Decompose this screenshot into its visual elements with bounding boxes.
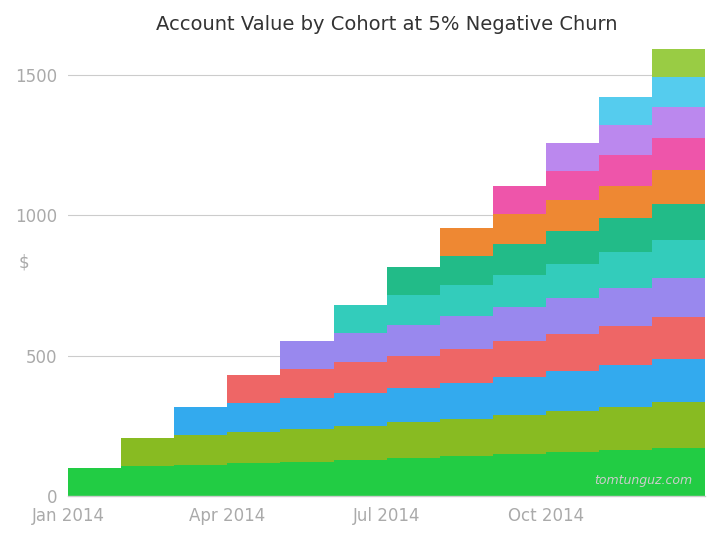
Y-axis label: $: $ [18,253,29,271]
Title: Account Value by Cohort at 5% Negative Churn: Account Value by Cohort at 5% Negative C… [156,15,617,34]
Text: tomtunguz.com: tomtunguz.com [594,474,692,487]
